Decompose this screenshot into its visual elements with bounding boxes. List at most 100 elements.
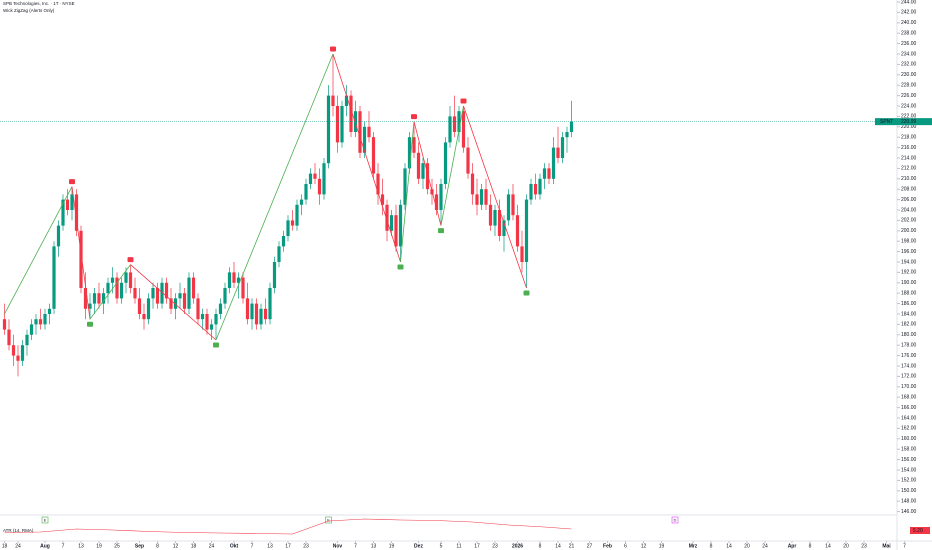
candle-body [110,277,115,283]
candle-body [560,137,565,158]
x-tick-label: Sep [135,543,144,549]
x-tick-label: Apr [788,543,797,549]
y-tick-label: 222.00 [901,114,917,120]
candle-body [290,220,295,226]
candle-body [389,215,394,231]
candle-body [358,111,362,153]
candle-body [196,298,200,320]
candle-body [182,293,187,309]
x-tick-label: Dez [414,543,423,549]
y-tick-label: 178.00 [901,343,917,349]
y-tick-label: 170.00 [901,384,917,390]
candle-body [187,277,191,309]
pivot-marker [397,264,404,270]
atr-last-label: 5.20 [913,528,923,534]
pivot-marker [523,290,530,296]
y-tick-label: 194.00 [901,259,917,265]
event-marker [671,516,679,524]
atr-line [4,518,572,535]
y-tick-label: 160.00 [901,436,917,442]
zigzag-segment [4,186,73,315]
candle-body [331,95,335,106]
candle-body [151,287,155,299]
candle-body [398,204,403,247]
y-tick-label: 238.00 [901,31,917,37]
candle-body [106,282,110,294]
zigzag-segment [71,186,91,320]
y-tick-label: 168.00 [901,395,917,401]
candle-body [434,194,439,210]
candle-body [137,298,142,314]
candle-body [308,173,313,184]
candle-body [493,209,497,226]
y-tick-label: 200.00 [901,228,917,234]
last-price-box [875,118,932,126]
y-tick-label: 230.00 [901,72,917,78]
candle-body [70,194,74,210]
y-tick-label: 184.00 [901,311,917,317]
candle-body [466,147,470,174]
x-tick-label: 8 [156,543,159,549]
candle-body [295,204,299,226]
x-tick-label: 23 [303,543,309,549]
candle-body [173,298,178,309]
candle-body [551,147,556,179]
candle-body [52,246,56,309]
y-tick-label: 196.00 [901,249,917,255]
x-tick-label: Mai [882,543,891,549]
y-tick-label: 214.00 [901,155,917,161]
candle-body [515,215,520,247]
x-tick-label: 19 [659,543,665,549]
y-tick-label: 226.00 [901,93,917,99]
candle-body [56,225,61,247]
candle-body [241,277,245,299]
zigzag-segment [89,264,131,320]
x-tick-label: 7 [354,543,357,549]
candle-body [394,215,398,247]
x-tick-label: Okt [230,543,239,549]
event-label: E [44,517,47,522]
y-tick-label: 206.00 [901,197,917,203]
y-tick-label: 176.00 [901,353,917,359]
candle-body [155,287,160,304]
y-tick-label: 204.00 [901,207,917,213]
pivot-marker [330,46,336,52]
candle-body [538,178,542,195]
x-tick-label: 13 [371,543,377,549]
candle-body [47,308,52,314]
candle-body [20,345,25,361]
x-tick-label: Aug [40,543,50,549]
x-tick-label: 12 [173,543,179,549]
candle-body [119,282,124,299]
indicator-title: Wick ZigZag (Alerts Only) [3,8,55,13]
x-tick-label: 2026 [512,543,523,549]
candle-body [511,194,515,216]
x-tick-label: 23 [861,543,867,549]
y-tick-label: 210.00 [901,176,917,182]
pivot-marker [460,98,467,104]
candle-body [344,95,349,106]
candle-body [79,230,83,288]
candle-body [299,199,304,205]
x-tick-label: 21 [569,543,575,549]
x-tick-label: 27 [587,543,593,549]
zigzag-segment [440,105,464,226]
y-tick-label: 224.00 [901,103,917,109]
y-tick-label: 242.00 [901,10,917,16]
x-tick-label: 7 [251,543,254,549]
candle-body [313,173,317,179]
y-tick-label: 158.00 [901,447,917,453]
x-tick-label: 12 [641,543,647,549]
x-tick-label: 19 [389,543,395,549]
candle-body [200,313,205,320]
candle-body [214,313,218,325]
y-tick-label: 220.00 [901,124,917,130]
candle-body [565,131,569,138]
candle-body [25,334,29,346]
zigzag-segment [215,53,334,341]
candle-body [502,220,506,236]
candle-body [205,313,209,330]
y-tick-label: 202.00 [901,218,917,224]
y-tick-label: 186.00 [901,301,917,307]
candle-body [38,319,43,325]
